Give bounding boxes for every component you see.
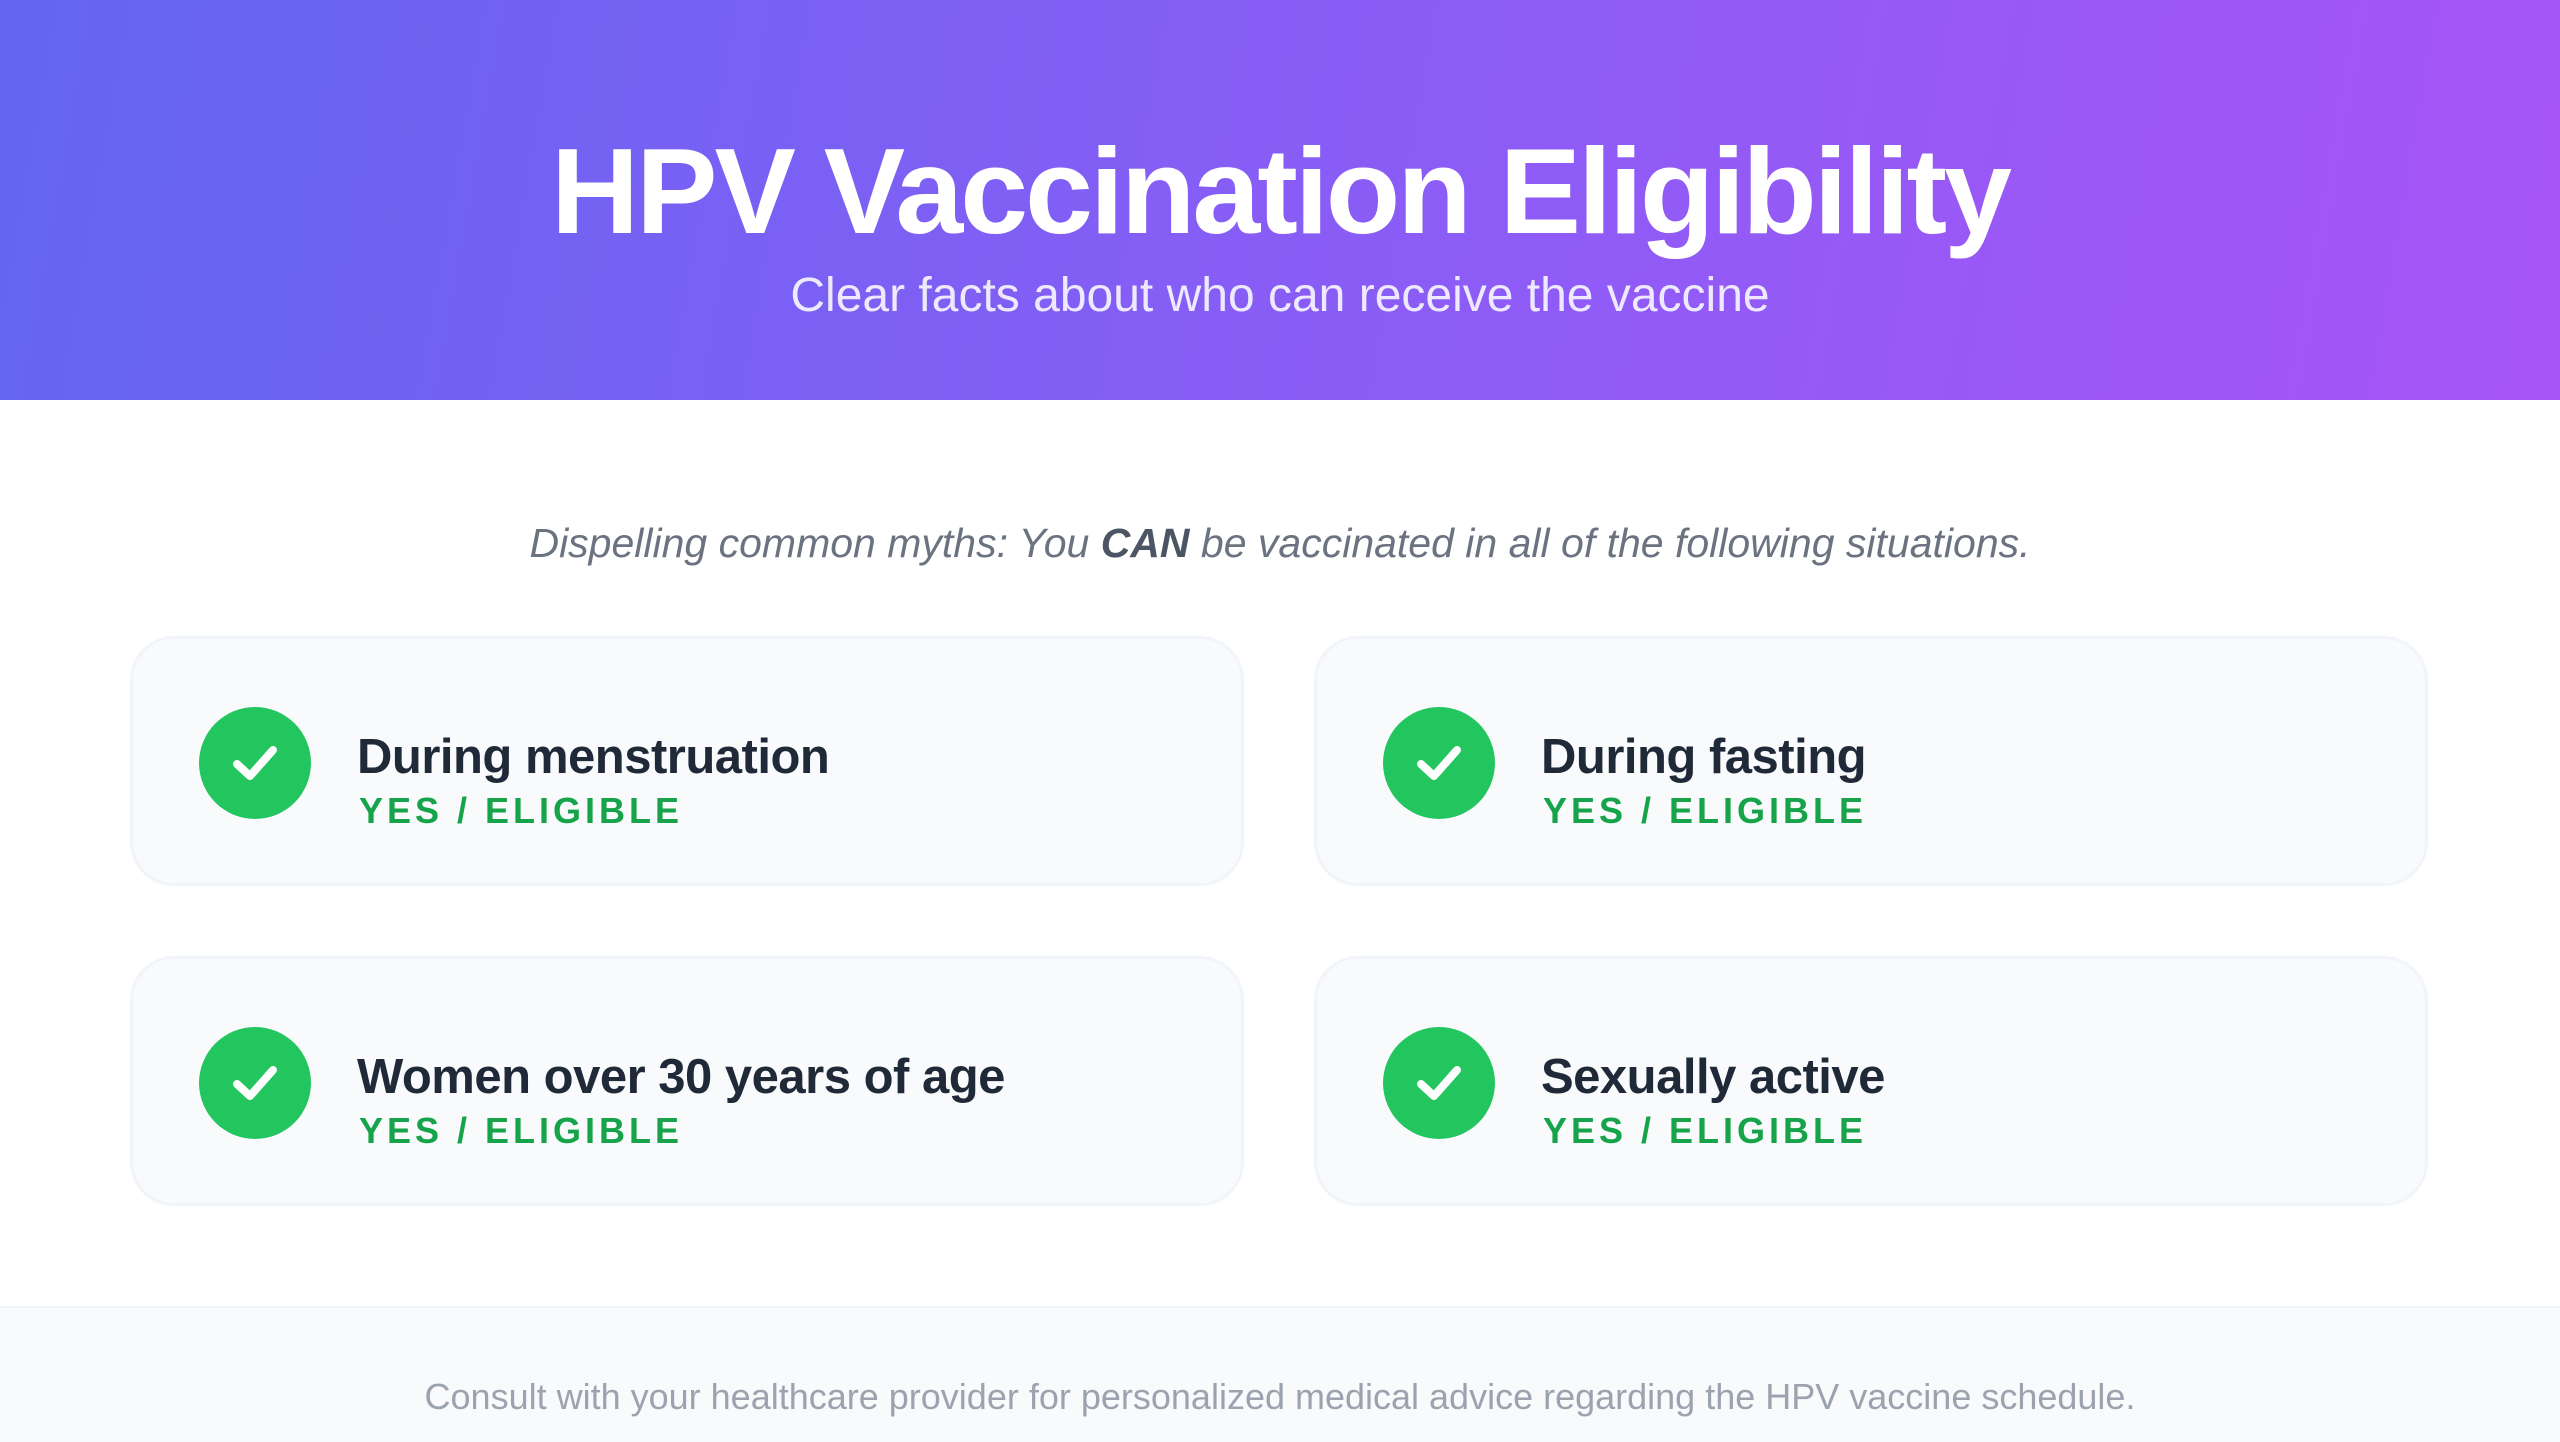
- footer: Consult with your healthcare provider fo…: [0, 1306, 2560, 1442]
- header-banner: HPV Vaccination Eligibility Clear facts …: [0, 0, 2560, 400]
- eligibility-status: YES / ELIGIBLE: [359, 1110, 684, 1151]
- footer-disclaimer: Consult with your healthcare provider fo…: [424, 1376, 2136, 1417]
- eligibility-card: During fasting YES / ELIGIBLE: [1314, 636, 2428, 886]
- intro-emphasis: CAN: [1100, 520, 1190, 566]
- page-title: HPV Vaccination Eligibility: [551, 123, 2012, 259]
- check-circle-icon: [1383, 707, 1495, 819]
- intro-text: Dispelling common myths: You CAN be vacc…: [0, 520, 2560, 567]
- eligibility-status: YES / ELIGIBLE: [359, 790, 684, 831]
- eligibility-card: Sexually active YES / ELIGIBLE: [1314, 956, 2428, 1206]
- eligibility-status: YES / ELIGIBLE: [1543, 1110, 1868, 1151]
- intro-after: be vaccinated in all of the following si…: [1189, 520, 2031, 566]
- check-circle-icon: [1383, 1027, 1495, 1139]
- card-title: During menstruation: [357, 730, 830, 784]
- intro-before: Dispelling common myths: You: [529, 520, 1101, 566]
- page-subtitle: Clear facts about who can receive the va…: [790, 269, 1770, 322]
- check-circle-icon: [199, 1027, 311, 1139]
- check-circle-icon: [199, 707, 311, 819]
- eligibility-card: During menstruation YES / ELIGIBLE: [130, 636, 1244, 886]
- card-title: During fasting: [1541, 730, 1867, 784]
- eligibility-status: YES / ELIGIBLE: [1543, 790, 1868, 831]
- eligibility-card: Women over 30 years of age YES / ELIGIBL…: [130, 956, 1244, 1206]
- card-title: Women over 30 years of age: [357, 1050, 1005, 1104]
- card-title: Sexually active: [1541, 1050, 1885, 1104]
